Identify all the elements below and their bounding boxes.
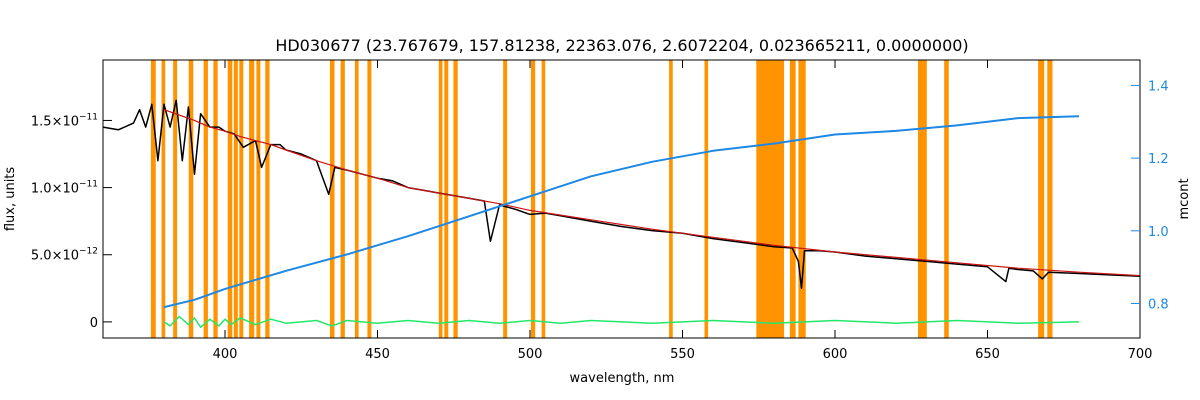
- masked-region: [188, 60, 194, 338]
- masked-region: [367, 60, 372, 338]
- x-tick-label: 400: [213, 347, 238, 362]
- masked-region: [233, 60, 238, 338]
- masked-region: [203, 60, 208, 338]
- x-tick-label: 550: [670, 347, 695, 362]
- masked-region: [1038, 60, 1045, 338]
- y-tick-label: 5.0×10−12: [31, 247, 98, 264]
- series-layer: [102, 99, 1141, 329]
- y-tick-label: 0: [90, 316, 98, 331]
- masked-region: [265, 60, 270, 338]
- x-tick-label: 700: [1128, 347, 1153, 362]
- masked-region: [453, 60, 458, 338]
- x-tick-label: 650: [975, 347, 1000, 362]
- masked-region: [340, 60, 345, 338]
- masked-region: [227, 60, 233, 338]
- x-axis: 400 450 500 550 600 650 700: [213, 60, 1153, 362]
- masked-region: [1047, 60, 1053, 338]
- y-tick-label: 1.5×10−11: [31, 112, 98, 129]
- y-axis-left: 0 5.0×10−12 1.0×10−11 1.5×10−11: [31, 112, 112, 331]
- masked-region: [249, 60, 255, 338]
- y2-tick-label: 0.8: [1148, 297, 1169, 312]
- y-axis-label: flux, units: [3, 167, 18, 232]
- masked-region: [354, 60, 359, 338]
- masked-region: [239, 60, 244, 338]
- masked-regions: [150, 60, 1053, 338]
- series-residuals: [163, 315, 1080, 329]
- x-tick-label: 500: [518, 347, 543, 362]
- masked-region: [530, 60, 536, 338]
- x-tick-label: 450: [365, 347, 390, 362]
- y2-tick-label: 1.4: [1148, 79, 1169, 94]
- masked-region: [541, 60, 546, 338]
- masked-region: [917, 60, 927, 338]
- masked-region: [669, 60, 673, 338]
- masked-region: [503, 60, 508, 338]
- masked-region: [173, 60, 178, 338]
- masked-region: [150, 60, 156, 338]
- masked-region: [438, 60, 443, 338]
- masked-region: [704, 60, 709, 338]
- plot-frame: [102, 59, 1141, 339]
- y-tick-label: 1.0×10−11: [31, 180, 98, 197]
- chart-title: HD030677 (23.767679, 157.81238, 22363.07…: [275, 36, 968, 55]
- masked-region: [789, 60, 796, 338]
- masked-region: [161, 60, 166, 338]
- series-model_fit: [163, 109, 1141, 277]
- masked-region: [944, 60, 949, 338]
- series-mcont: [163, 115, 1080, 309]
- x-axis-label: wavelength, nm: [570, 371, 675, 386]
- masked-region: [444, 60, 449, 338]
- y-axis-right: 0.8 1.0 1.2 1.4: [1131, 79, 1169, 312]
- masked-region: [256, 60, 261, 338]
- masked-region: [329, 60, 335, 338]
- masked-region: [756, 60, 785, 338]
- y2-tick-label: 1.0: [1148, 225, 1169, 240]
- y2-tick-label: 1.2: [1148, 152, 1169, 167]
- y2-axis-label: mcont: [1177, 178, 1192, 219]
- x-tick-label: 600: [823, 347, 848, 362]
- masked-region: [213, 60, 218, 338]
- masked-region: [798, 60, 806, 338]
